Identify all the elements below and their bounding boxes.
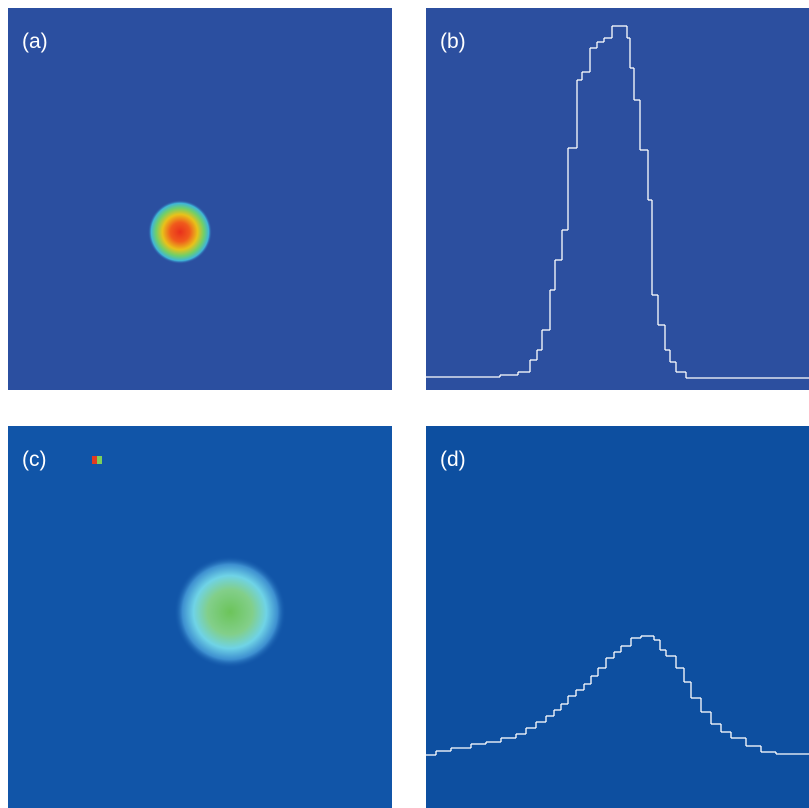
- figure: (a) (b) (c) (d): [0, 0, 809, 808]
- panel-label: (d): [440, 448, 466, 471]
- intensity-spot: [174, 556, 286, 668]
- plot-background: [426, 8, 809, 390]
- panel-label: (b): [440, 30, 466, 53]
- page: {"panels": [ {"label": "(a)"}, {"label":…: [0, 0, 809, 808]
- panel: (a): [8, 8, 392, 390]
- panel: (b): [426, 8, 809, 390]
- panel: (c): [8, 426, 392, 808]
- image-background: [8, 8, 392, 390]
- panel-label: (c): [22, 448, 47, 471]
- panel-label: (a): [22, 30, 48, 53]
- hot-pixel: [97, 456, 102, 464]
- panel: (d): [426, 426, 809, 808]
- intensity-spot: [148, 200, 212, 264]
- plot-background: [426, 426, 809, 808]
- hot-pixel: [92, 456, 97, 464]
